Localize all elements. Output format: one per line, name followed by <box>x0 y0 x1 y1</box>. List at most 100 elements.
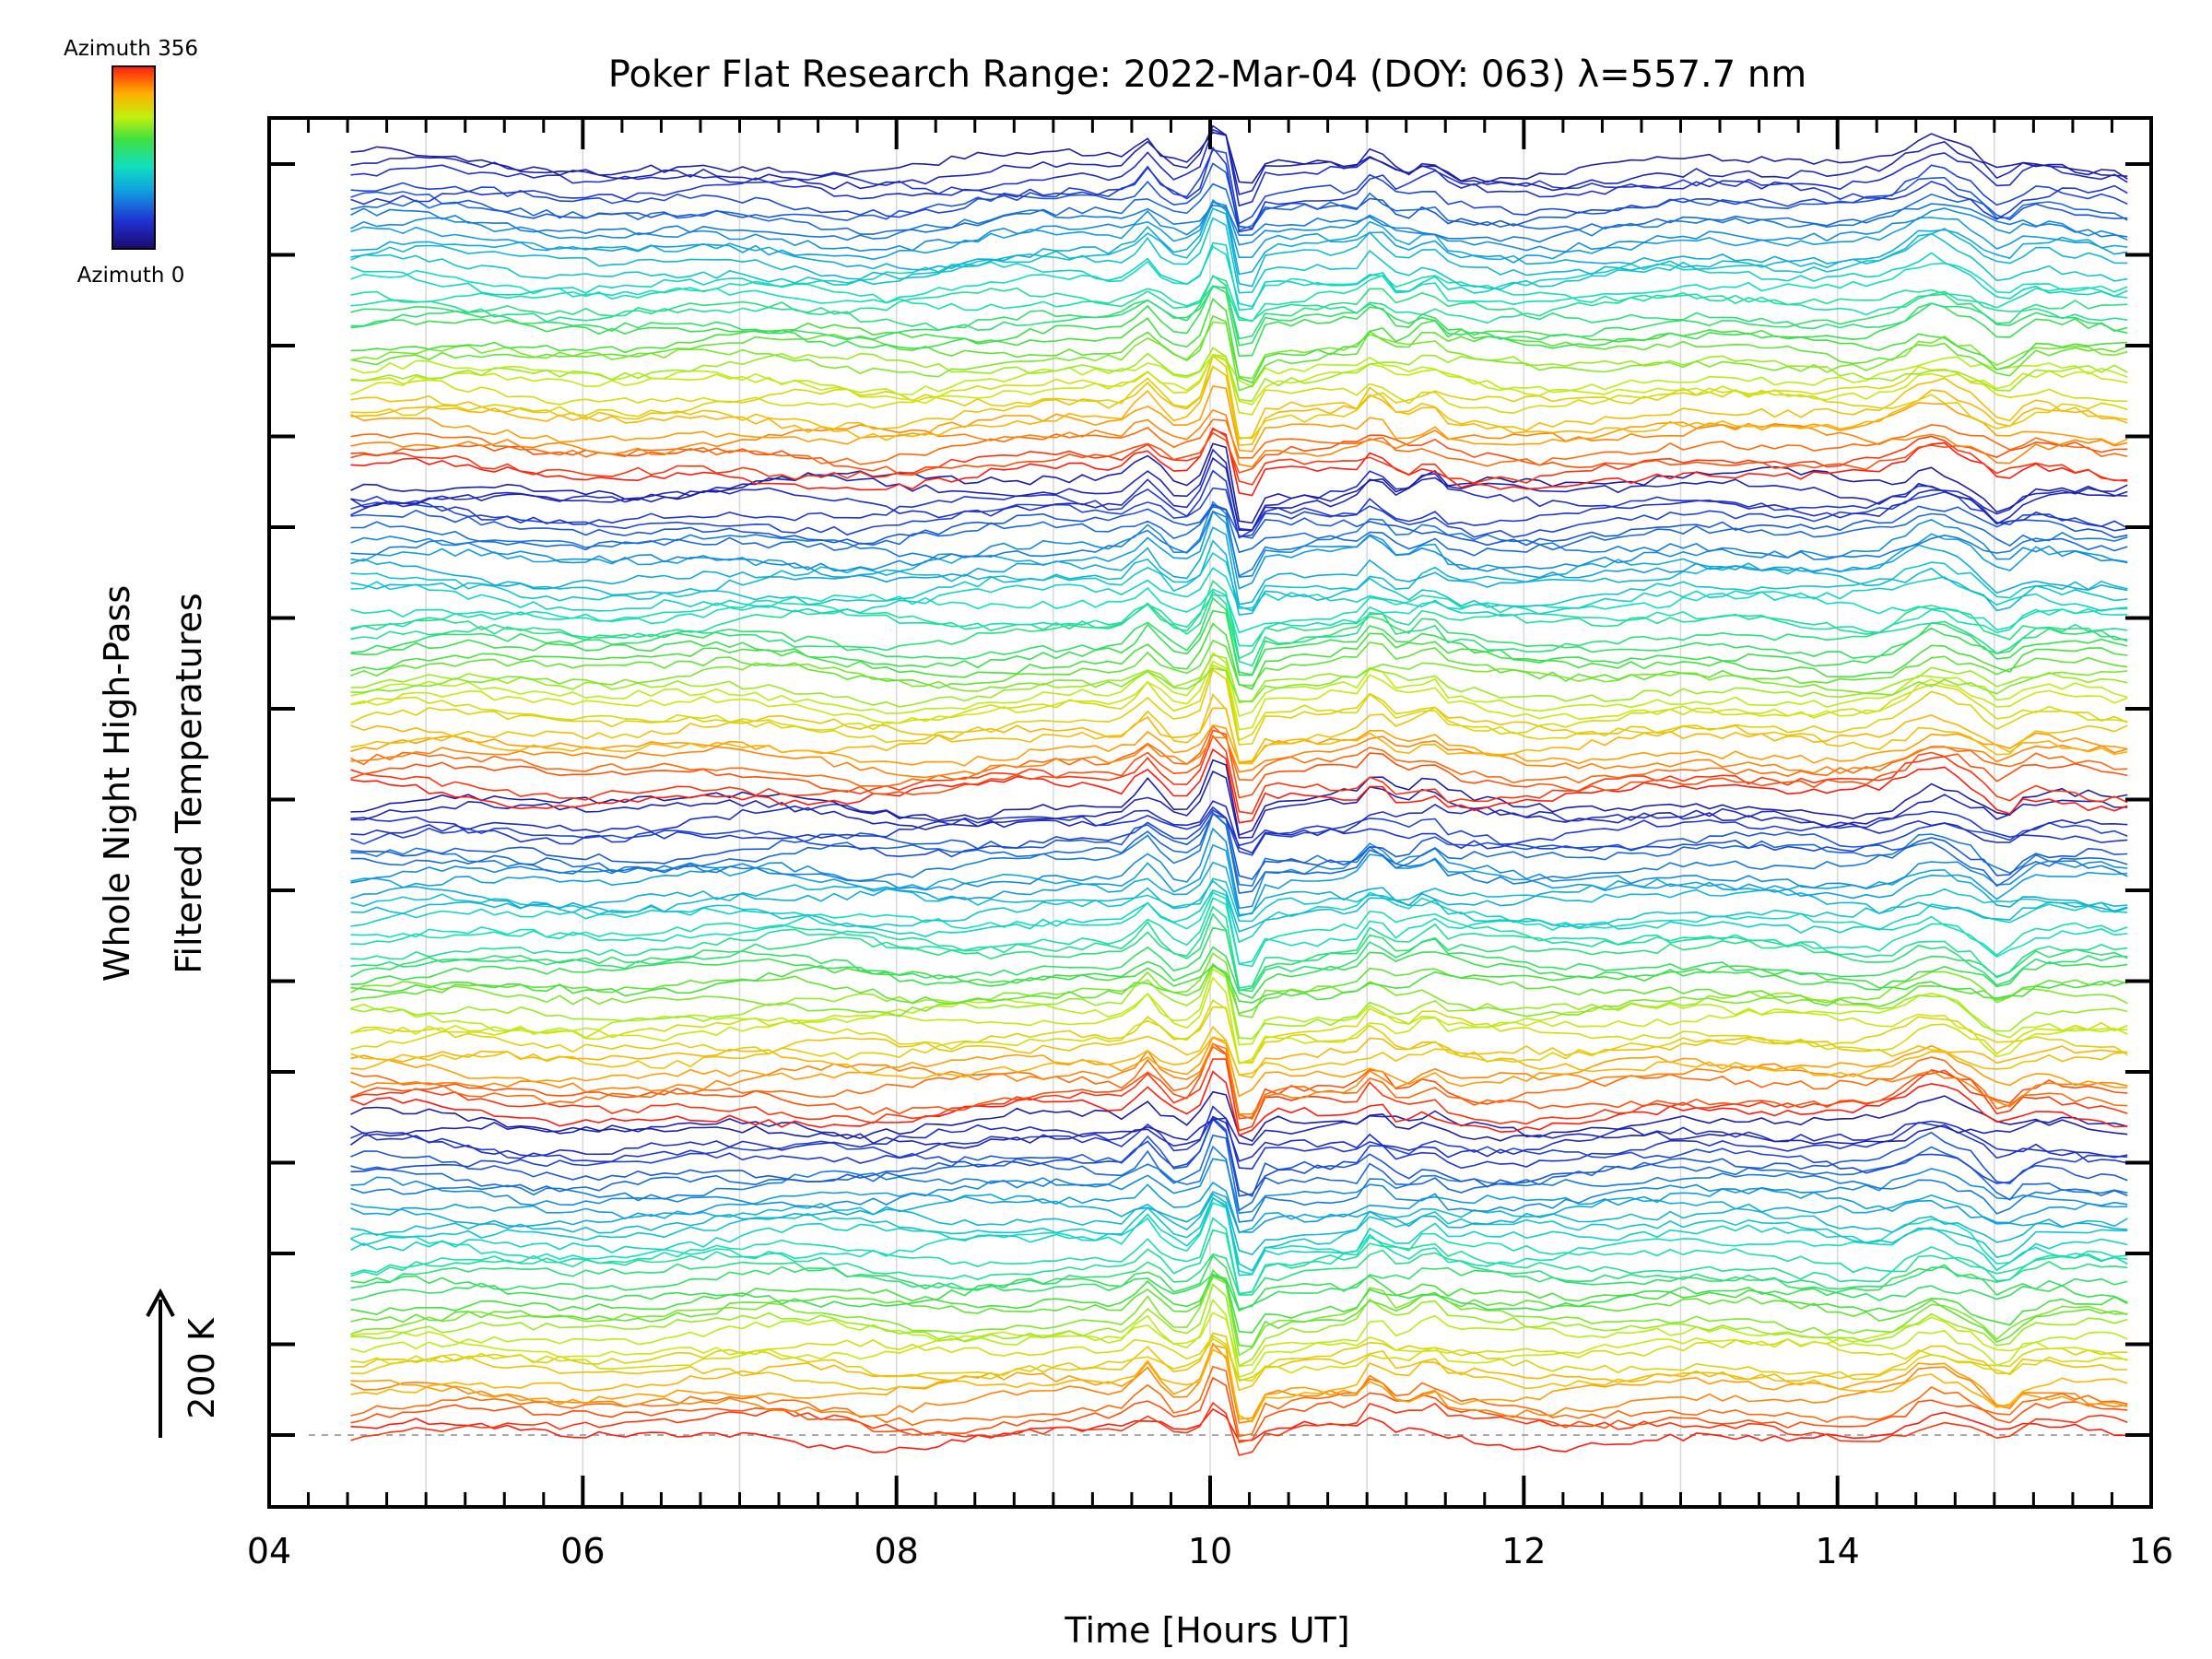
trace-line <box>350 861 2128 917</box>
trace-line <box>350 976 2128 1065</box>
trace-line <box>350 813 2128 880</box>
trace-line <box>350 567 2128 618</box>
scale-label: 200 K <box>182 1317 222 1419</box>
trace-line <box>350 198 2128 264</box>
trace-line <box>350 354 2128 441</box>
trace-line <box>350 1196 2128 1272</box>
scale-arrowhead <box>146 1288 175 1317</box>
trace-line <box>350 146 2128 233</box>
trace-line <box>350 879 2128 933</box>
trace-line <box>350 365 2128 446</box>
trace-line <box>350 128 2128 207</box>
x-ticks: 04 06 08 10 12 14 16 <box>247 118 2173 1571</box>
trace-line <box>350 431 2128 477</box>
x-tick-label: 12 <box>1501 1531 1546 1571</box>
x-tick-label: 08 <box>874 1531 918 1571</box>
trace-line <box>350 408 2128 468</box>
trace-line <box>350 551 2128 612</box>
x-tick-label: 06 <box>560 1531 605 1571</box>
trace-line <box>350 1115 2128 1162</box>
trace-line <box>350 1276 2128 1357</box>
trace-line <box>350 1116 2128 1197</box>
trace-line <box>350 241 2128 312</box>
trace-line <box>350 314 2128 392</box>
trace-line <box>350 131 2128 184</box>
trace-line <box>350 735 2128 779</box>
trace-line <box>350 1105 2128 1171</box>
trace-line <box>350 1042 2128 1120</box>
trace-line <box>350 964 2128 1004</box>
trace-line <box>350 285 2128 324</box>
trace-line <box>350 385 2128 453</box>
colorbar-bottom-label: Azimuth 0 <box>77 264 185 288</box>
trace-line <box>350 354 2128 406</box>
trace-line <box>350 354 2128 395</box>
trace-line <box>350 1344 2128 1420</box>
trace-line <box>350 660 2128 731</box>
colorbar: Azimuth 356 Azimuth 0 <box>64 37 198 288</box>
trace-line <box>350 891 2128 965</box>
trace-line <box>350 1283 2128 1368</box>
trace-line <box>350 510 2128 590</box>
trace-line <box>350 427 2128 486</box>
trace-line <box>350 912 2128 993</box>
x-tick-label: 14 <box>1815 1531 1859 1571</box>
trace-line <box>350 1337 2128 1382</box>
trace-line <box>350 428 2128 497</box>
trace-line <box>350 800 2128 854</box>
trace-line <box>350 442 2128 524</box>
trace-line <box>350 286 2128 340</box>
trace-line <box>350 1202 2128 1276</box>
trace-line <box>350 503 2128 547</box>
trace-line <box>350 587 2128 634</box>
trace-line <box>350 1268 2128 1347</box>
trace-line <box>350 1274 2128 1334</box>
trace-line <box>350 594 2128 647</box>
trace-line <box>350 1298 2128 1379</box>
trace-line <box>350 926 2128 992</box>
trace-line <box>350 1182 2128 1233</box>
trace-line <box>350 353 2128 416</box>
trace-line <box>350 448 2128 532</box>
trace-line <box>350 964 2128 1040</box>
trace-line <box>350 662 2128 703</box>
trace-line <box>350 590 2128 667</box>
trace-line <box>350 609 2128 677</box>
trace-line <box>350 652 2128 718</box>
trace-line <box>350 734 2128 815</box>
y-axis-label-line1: Whole Night High-Pass <box>97 585 137 982</box>
trace-line <box>350 1348 2128 1423</box>
trace-line <box>350 653 2128 708</box>
trace-line <box>350 500 2128 578</box>
trace-line <box>350 759 2128 837</box>
colorbar-gradient <box>112 65 156 250</box>
scale-indicator: 200 K <box>146 1288 222 1438</box>
trace-line <box>350 770 2128 839</box>
trace-line <box>350 596 2128 677</box>
trace-line <box>350 1158 2128 1215</box>
trace-line <box>350 1070 2128 1136</box>
trace-line <box>350 877 2128 928</box>
x-tick-label: 04 <box>247 1531 291 1571</box>
trace-line <box>350 811 2128 894</box>
trace-line <box>350 724 2128 787</box>
trace-line <box>350 729 2128 799</box>
trace-line <box>350 1365 2128 1438</box>
trace-line <box>350 1042 2128 1115</box>
trace-line <box>350 808 2128 858</box>
trace-line <box>350 469 2128 539</box>
trace-line <box>350 747 2128 824</box>
trace-line <box>350 418 2128 467</box>
trace-line <box>350 203 2128 243</box>
trace-line <box>350 1342 2128 1424</box>
trace-line <box>350 1249 2128 1296</box>
trace-line <box>350 148 2128 225</box>
chart-title: Poker Flat Research Range: 2022-Mar-04 (… <box>608 53 1806 96</box>
trace-line <box>350 622 2128 690</box>
trace-line <box>350 1217 2128 1295</box>
trace-line <box>350 693 2128 765</box>
trace-line <box>350 285 2128 358</box>
trace-line <box>350 124 2128 196</box>
y-ticks <box>269 162 2151 1437</box>
